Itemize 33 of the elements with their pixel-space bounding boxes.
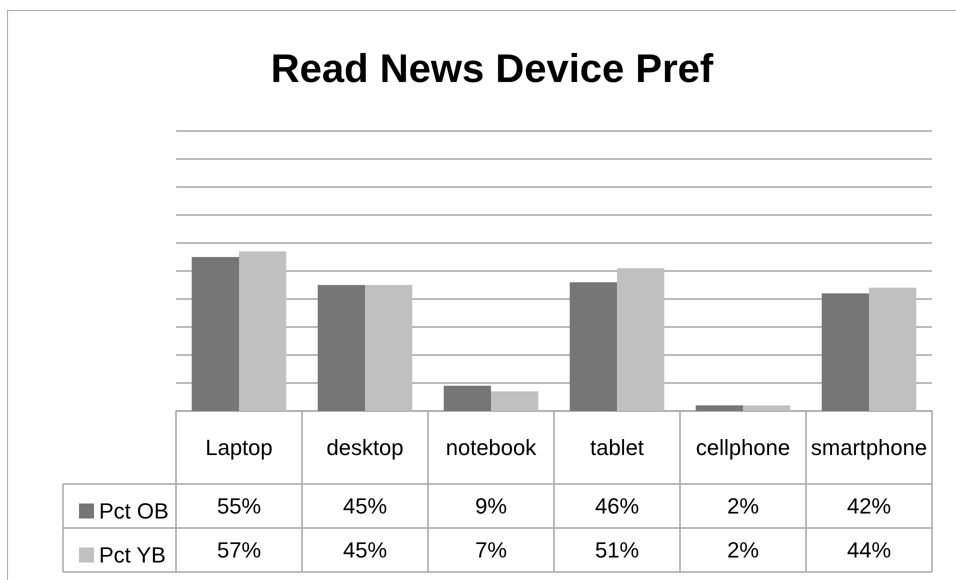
data-label: 44% — [846, 538, 892, 562]
bar — [444, 386, 491, 411]
legend-label: Pct OB — [99, 498, 169, 524]
chart-title: Read News Device Pref — [270, 47, 714, 91]
x-tick-label: Laptop — [205, 435, 273, 460]
data-label: 55% — [216, 494, 262, 518]
data-label: 57% — [216, 538, 262, 562]
x-tick-label: smartphone — [810, 435, 928, 460]
data-label: 42% — [846, 494, 892, 518]
bar — [318, 285, 365, 411]
data-label: 2% — [727, 494, 759, 518]
bar — [192, 257, 239, 411]
bar — [365, 285, 412, 411]
data-label: 7% — [475, 538, 507, 562]
bar — [696, 405, 743, 411]
bar — [570, 282, 617, 411]
data-label: 51% — [594, 538, 640, 562]
data-label: 45% — [342, 494, 388, 518]
x-tick-label: desktop — [326, 435, 404, 460]
bar — [743, 405, 790, 411]
x-tick-label: notebook — [446, 435, 538, 460]
bar — [617, 268, 664, 411]
data-label: 46% — [594, 494, 640, 518]
bar — [822, 293, 869, 411]
legend-label: Pct YB — [99, 542, 166, 568]
bar — [491, 391, 538, 411]
bar — [869, 288, 916, 411]
x-tick-label: tablet — [590, 435, 644, 460]
data-label: 2% — [727, 538, 759, 562]
bar — [239, 251, 286, 411]
data-label: 45% — [342, 538, 388, 562]
data-label: 9% — [475, 494, 507, 518]
x-tick-label: cellphone — [696, 435, 790, 460]
